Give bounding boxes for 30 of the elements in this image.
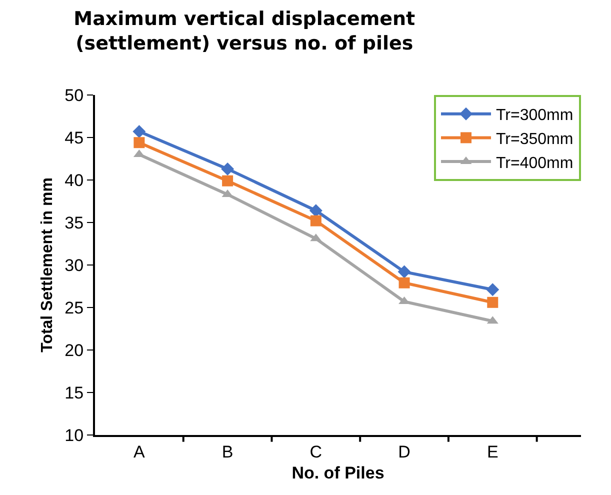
x-tick-label: A (134, 442, 146, 462)
point (132, 125, 146, 138)
point (134, 137, 145, 148)
legend-label: Tr=350mm (496, 130, 574, 148)
x-tick-label: C (310, 442, 322, 462)
y-tick-label: 45 (64, 128, 84, 148)
y-tick-label: 15 (64, 383, 84, 402)
point (487, 296, 498, 308)
y-tick-label: 25 (64, 298, 84, 318)
y-tick-label: 30 (64, 256, 84, 275)
y-tick-label: 40 (64, 170, 84, 190)
legend-label: Tr=400mm (496, 154, 574, 172)
y-tick-label: 50 (64, 86, 84, 105)
point (309, 204, 322, 218)
x-tick-label: D (398, 442, 410, 462)
point (398, 277, 410, 288)
y-tick-label: 35 (64, 213, 84, 232)
y-tick-label: 10 (64, 426, 84, 445)
x-tick-label: E (486, 442, 498, 462)
point (486, 283, 500, 296)
y-tick-label: 20 (64, 340, 84, 360)
x-tick-label: B (222, 442, 234, 462)
y-axis-title: Total Settlement in mm (39, 178, 56, 352)
point (221, 162, 234, 176)
point (222, 175, 234, 186)
point (310, 215, 322, 226)
x-axis-title: No. of Piles (292, 463, 384, 482)
point (398, 265, 411, 278)
chart-title: Maximum vertical displacement (settlement) versus no. of piles (74, 8, 416, 54)
legend-label: Tr=300mm (496, 107, 574, 124)
